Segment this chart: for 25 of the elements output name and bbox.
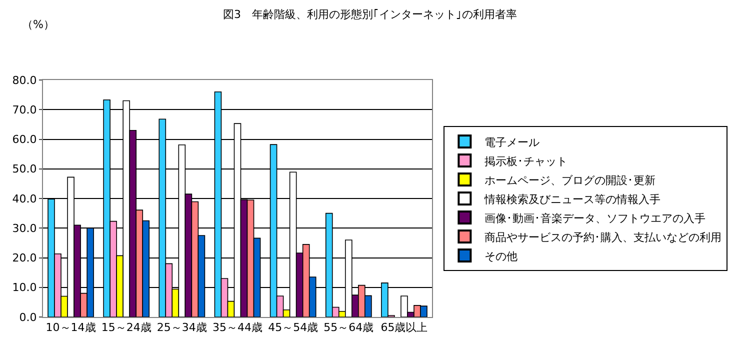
y-tick-label: 0.0 bbox=[19, 310, 37, 324]
x-tick-label: 65歳以上 bbox=[380, 321, 428, 334]
x-tick-label: 10～14歳 bbox=[46, 321, 96, 334]
y-tick-label: 30.0 bbox=[12, 222, 37, 235]
legend-label: その他 bbox=[484, 250, 518, 263]
x-tick-label: 35～44歳 bbox=[212, 321, 262, 334]
legend-label: 情報検索及びニュース等の情報入手 bbox=[484, 192, 661, 206]
y-tick-label: 10.0 bbox=[12, 281, 37, 294]
y-tick-label: 20.0 bbox=[12, 252, 37, 265]
x-tick-label: 25～34歳 bbox=[156, 321, 207, 334]
legend-label: 画像･動画･音楽データ、ソフトウエアの入手 bbox=[484, 212, 706, 225]
legend-label: ホームページ、ブログの開設･更新 bbox=[484, 174, 656, 187]
chart-title: 図3 年齢階級、利用の形態別｢インターネット｣の利用者率 bbox=[223, 8, 517, 22]
y-tick-label: 40.0 bbox=[12, 192, 37, 206]
legend-label: 商品やサービスの予約･購入、支払いなどの利用 bbox=[484, 230, 722, 244]
y-tick-label: 80.0 bbox=[12, 74, 37, 87]
x-tick-label: 45～54歳 bbox=[268, 321, 318, 334]
x-tick-label: 15～24歳 bbox=[101, 321, 152, 334]
legend-label: 電子メール bbox=[484, 136, 540, 149]
x-tick-label: 55～64歳 bbox=[324, 321, 374, 334]
legend-label: 掲示板･チャット bbox=[484, 154, 568, 168]
y-tick-label: 60.0 bbox=[12, 133, 37, 146]
y-axis-title: （%） bbox=[22, 18, 54, 31]
y-tick-label: 70.0 bbox=[12, 103, 37, 116]
y-tick-label: 50.0 bbox=[12, 162, 37, 176]
